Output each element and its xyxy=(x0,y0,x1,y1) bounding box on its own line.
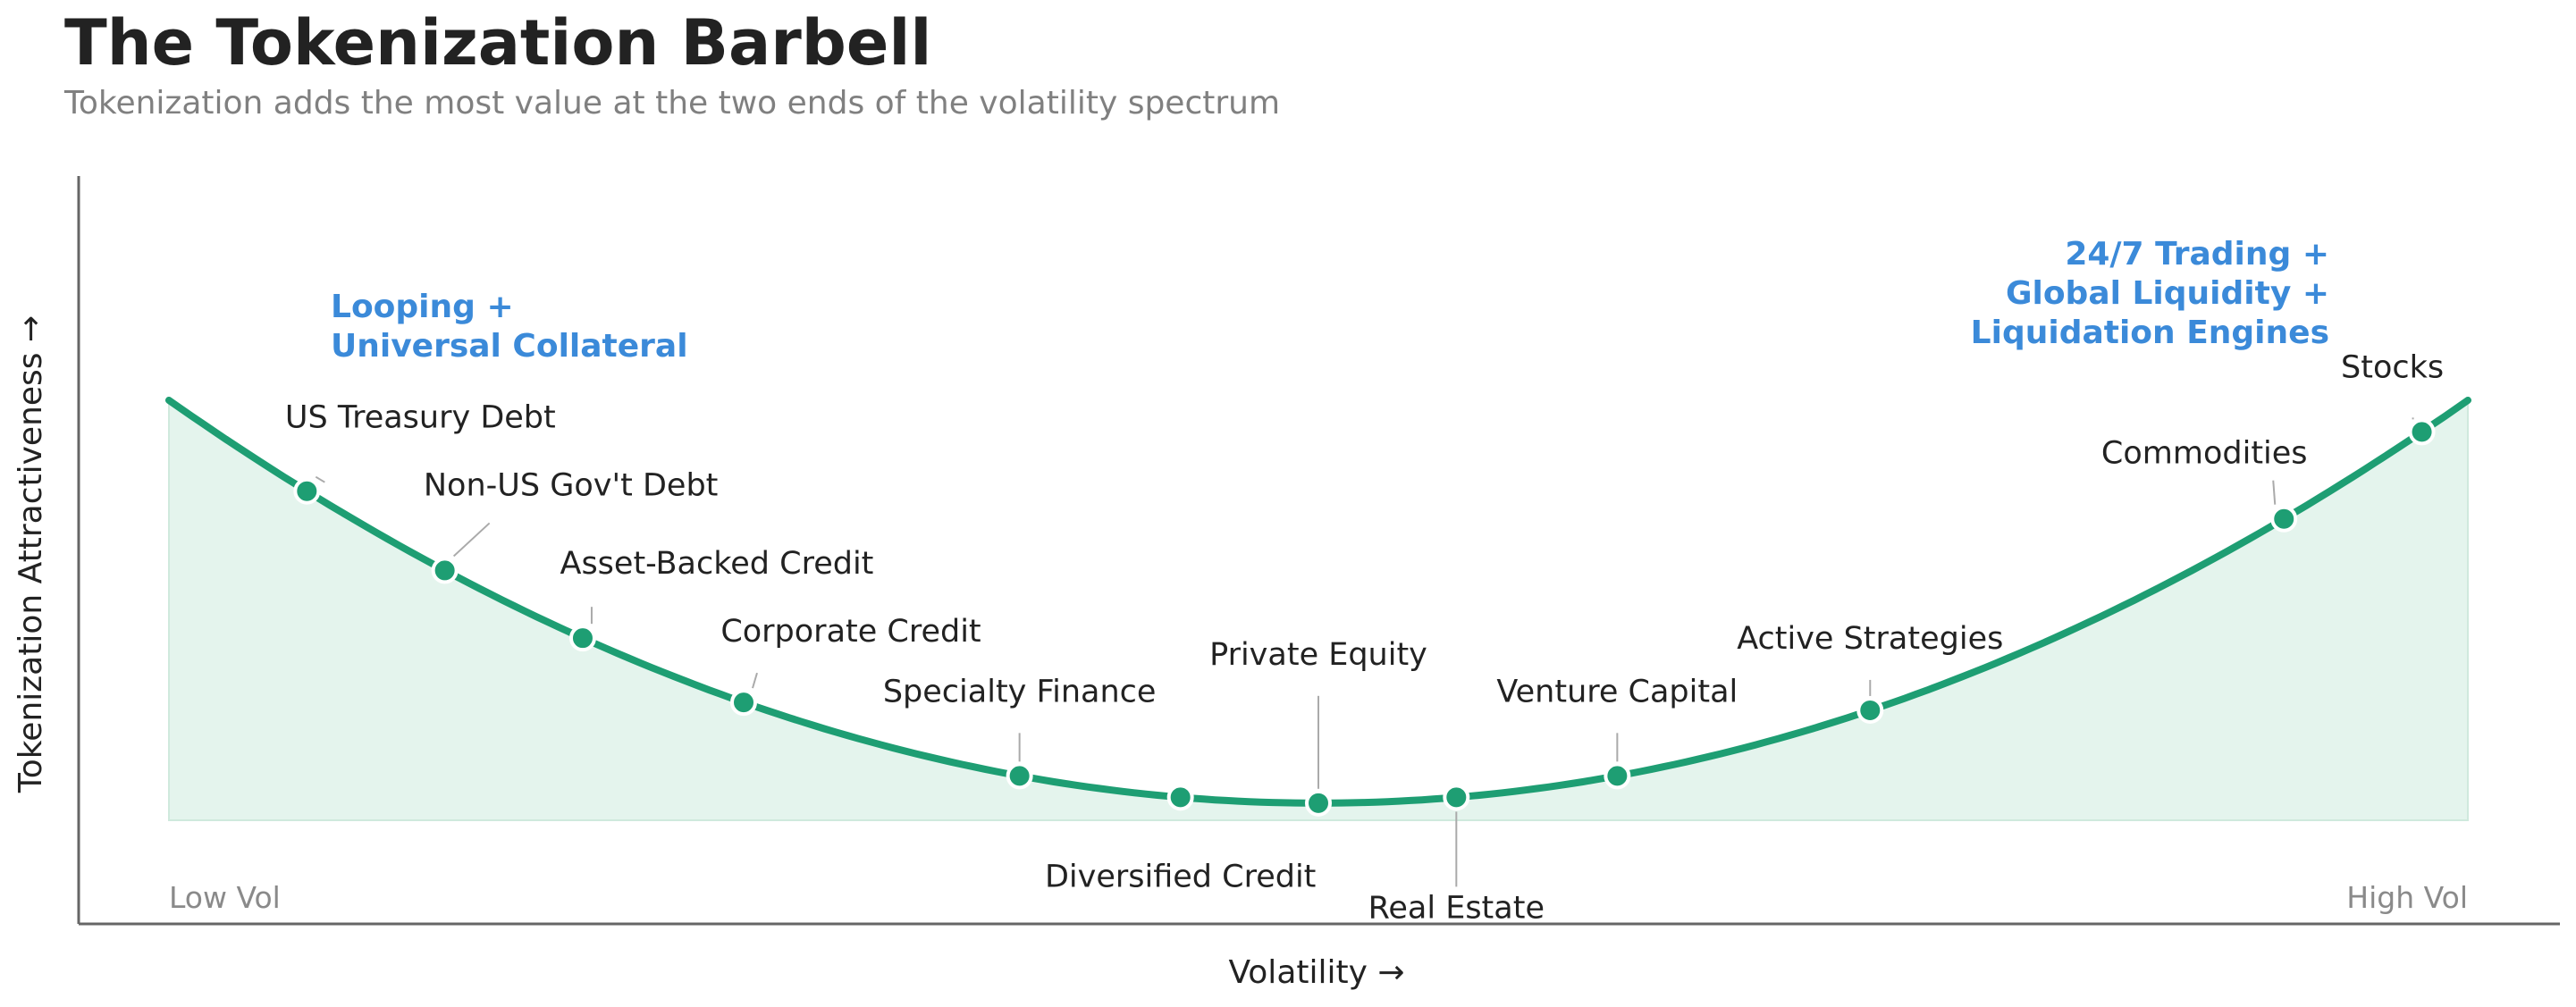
data-point xyxy=(1305,789,1332,817)
point-label: Active Strategies xyxy=(1737,621,2003,657)
point-label: Corporate Credit xyxy=(720,614,981,650)
annotation-line: Looping + xyxy=(331,289,514,325)
axes xyxy=(77,176,2560,926)
data-point xyxy=(2408,418,2436,446)
point-label: Real Estate xyxy=(1368,890,1545,926)
point-label: Private Equity xyxy=(1209,637,1427,673)
point-label: Asset-Backed Credit xyxy=(560,546,874,582)
leader-line xyxy=(452,522,491,558)
annotation-line: Global Liquidity + xyxy=(2006,275,2329,312)
point-labels: US Treasury Debt Non-US Gov't Debt Asset-B… xyxy=(285,349,2444,926)
data-point xyxy=(730,689,757,717)
data-markers xyxy=(293,418,2436,817)
annotations: Looping +Universal Collateral 24/7 Tradin… xyxy=(331,236,2329,365)
leader-line xyxy=(752,672,758,689)
y-axis-label: Tokenization Attractiveness → xyxy=(13,315,49,793)
point-label: Commodities xyxy=(2101,436,2308,472)
x-low-label: Low Vol xyxy=(169,880,281,915)
chart-subtitle: Tokenization adds the most value at the … xyxy=(63,85,1280,122)
chart-title: The Tokenization Barbell xyxy=(64,6,931,80)
data-point xyxy=(1006,762,1033,790)
data-point xyxy=(431,557,459,584)
data-point xyxy=(293,477,321,505)
point-label: US Treasury Debt xyxy=(285,400,556,436)
leader-line xyxy=(2272,480,2277,505)
point-label: Non-US Gov't Debt xyxy=(424,467,719,503)
point-label: Diversified Credit xyxy=(1045,859,1316,894)
x-axis-label: Volatility → xyxy=(1228,954,1404,991)
data-point xyxy=(568,625,596,652)
point-label: Venture Capital xyxy=(1496,674,1738,709)
data-point xyxy=(1604,762,1631,790)
leader-line xyxy=(315,475,325,483)
data-point xyxy=(1856,696,1884,724)
annotation-line: Universal Collateral xyxy=(331,328,688,365)
data-point xyxy=(1166,784,1194,811)
annotation-line: Liquidation Engines xyxy=(1971,315,2329,351)
point-label: Stocks xyxy=(2341,349,2444,385)
data-point xyxy=(1443,784,1470,811)
x-high-label: High Vol xyxy=(2346,880,2468,915)
annotation-line: 24/7 Trading + xyxy=(2065,236,2329,273)
point-label: Specialty Finance xyxy=(883,674,1157,709)
leader-lines xyxy=(315,417,2414,887)
data-point xyxy=(2270,505,2298,533)
